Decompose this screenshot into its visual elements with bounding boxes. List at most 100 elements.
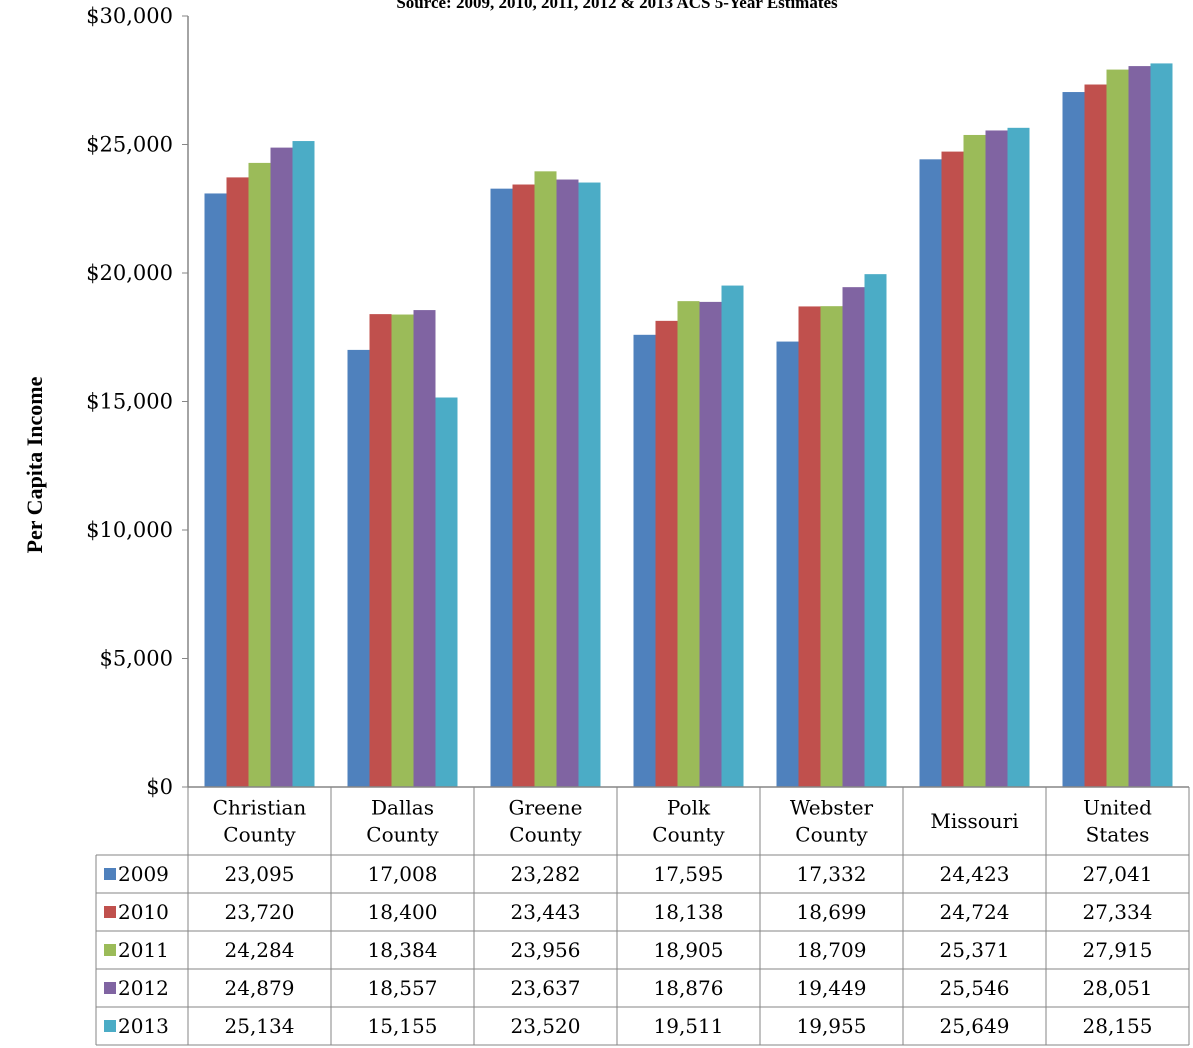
table-cell: 17,595 [654,862,724,886]
table-cell: 28,155 [1083,1014,1153,1038]
bar-2011-united-states [1106,69,1129,788]
category-label: Missouri [930,809,1018,833]
legend-key-2010 [104,906,116,918]
table-cell: 18,709 [797,938,867,962]
table-cell: 23,637 [511,976,581,1000]
table-cell: 17,008 [368,862,438,886]
category-label: States [1086,823,1150,847]
bar-2013-polk-county [721,285,744,787]
bar-2009-united-states [1062,92,1085,787]
y-tick-label: $20,000 [86,261,173,285]
legend-label-2012: 2012 [118,976,169,1000]
category-label: United [1083,796,1152,820]
legend-label-2011: 2011 [118,938,169,962]
y-tick-label: $5,000 [100,647,173,671]
bar-2009-polk-county [633,334,656,787]
table-cell: 18,557 [368,976,438,1000]
category-label: Greene [509,796,583,820]
bar-2013-christian-county [292,141,315,787]
legend-label-2010: 2010 [118,900,169,924]
legend-key-2011 [104,944,116,956]
table-cell: 27,915 [1083,938,1153,962]
bar-2009-greene-county [490,188,513,788]
bar-2013-dallas-county [435,397,458,787]
bar-2010-webster-county [798,306,821,787]
category-label: Webster [790,796,874,820]
bar-2010-christian-county [226,177,249,787]
table-cell: 24,879 [225,976,295,1000]
bar-2009-webster-county [776,341,799,787]
table-cell: 18,699 [797,900,867,924]
bar-2012-polk-county [699,301,722,787]
bar-2013-greene-county [578,182,601,787]
legend-key-2009 [104,868,116,880]
bar-2011-missouri [963,134,986,787]
table-cell: 23,956 [511,938,581,962]
y-tick-label: $15,000 [86,390,173,414]
table-cell: 27,334 [1083,900,1153,924]
table-cell: 27,041 [1083,862,1153,886]
bar-2013-webster-county [864,274,887,787]
table-cell: 19,449 [797,976,867,1000]
y-tick-label: $10,000 [86,518,173,542]
bar-2013-missouri [1007,127,1030,788]
table-cell: 18,905 [654,938,724,962]
bar-2010-polk-county [655,320,678,787]
table-cell: 15,155 [368,1014,438,1038]
category-label: Polk [667,796,711,820]
data-table: Christian County Dallas County Greene County P… [95,787,1190,1046]
bar-2009-dallas-county [347,349,370,787]
bar-2011-dallas-county [391,314,414,787]
table-cell: 25,371 [940,938,1010,962]
y-tick-label: $30,000 [86,4,173,28]
category-label: County [795,823,868,847]
bar-2013-united-states [1150,63,1173,787]
table-cell: 24,724 [940,900,1010,924]
bar-2009-christian-county [204,193,227,787]
bar-2012-missouri [985,130,1008,788]
table-cell: 18,384 [368,938,438,962]
legend-label-2009: 2009 [118,862,169,886]
table-cell: 19,955 [797,1014,867,1038]
table-cell: 17,332 [797,862,867,886]
chart-title: Source: 2009, 2010, 2011, 2012 & 2013 AC… [396,0,838,12]
category-label: Christian [213,796,307,820]
bar-2012-webster-county [842,287,865,787]
legend-key-2012 [104,982,116,994]
bar-2012-united-states [1128,66,1151,788]
bar-2010-missouri [941,151,964,787]
category-label: County [223,823,296,847]
legend-label-2013: 2013 [118,1014,169,1038]
bar-2012-greene-county [556,179,579,787]
bar-2011-greene-county [534,171,557,787]
axes [187,16,1189,788]
legend-key-2013 [104,1020,116,1032]
category-label: County [509,823,582,847]
category-label: County [366,823,439,847]
bar-2011-polk-county [677,301,700,787]
category-label: Dallas [371,796,434,820]
bar-2009-missouri [919,159,942,787]
table-cell: 18,400 [368,900,438,924]
table-cell: 25,134 [225,1014,295,1038]
table-cell: 23,520 [511,1014,581,1038]
table-cell: 25,546 [940,976,1010,1000]
table-cell: 24,284 [225,938,295,962]
y-tick-label: $25,000 [86,133,173,157]
y-axis-label: Per Capita Income [22,376,47,553]
table-cell: 18,138 [654,900,724,924]
table-cell: 24,423 [940,862,1010,886]
table-cell: 23,095 [225,862,295,886]
bar-2012-christian-county [270,147,293,788]
bar-2010-greene-county [512,184,535,787]
table-cell: 25,649 [940,1014,1010,1038]
bar-2011-webster-county [820,306,843,787]
table-cell: 23,720 [225,900,295,924]
bar-2012-dallas-county [413,310,436,787]
bar-2010-united-states [1084,84,1107,788]
table-cell: 23,282 [511,862,581,886]
bars [204,63,1173,788]
y-axis-ticks: $0 $5,000 $10,000 $15,000 $20,000 $25,000 $30,… [86,4,188,799]
table-cell: 19,511 [654,1014,724,1038]
